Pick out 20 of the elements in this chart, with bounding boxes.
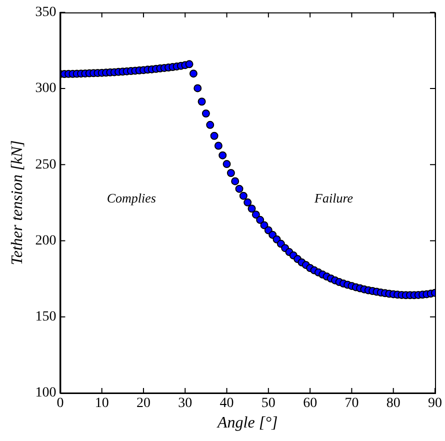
- x-tick-label: 60: [303, 396, 318, 412]
- y-axis-title: Tether tension [kN]: [8, 140, 26, 266]
- y-tick-label: 100: [35, 386, 56, 401]
- x-tick-label: 40: [220, 396, 234, 412]
- y-tick-label: 150: [35, 310, 56, 325]
- y-tick-label: 250: [35, 157, 56, 172]
- annotation: Complies: [106, 190, 156, 206]
- x-tick-label: 30: [178, 396, 192, 412]
- y-tick-label: 200: [35, 233, 56, 248]
- x-tick-label: 20: [136, 396, 150, 412]
- x-tick-label: 90: [428, 396, 442, 412]
- annotation: Failure: [314, 190, 354, 206]
- x-tick-label: 10: [94, 396, 109, 412]
- x-tick-label: 80: [386, 396, 400, 412]
- x-tick-label: 50: [261, 396, 276, 412]
- x-tick-label: 0: [56, 396, 64, 412]
- x-axis-title: Angle [°]: [216, 414, 278, 432]
- y-tick-label: 300: [35, 81, 56, 96]
- x-tick-label: 70: [344, 396, 359, 412]
- y-tick-label: 350: [35, 5, 56, 20]
